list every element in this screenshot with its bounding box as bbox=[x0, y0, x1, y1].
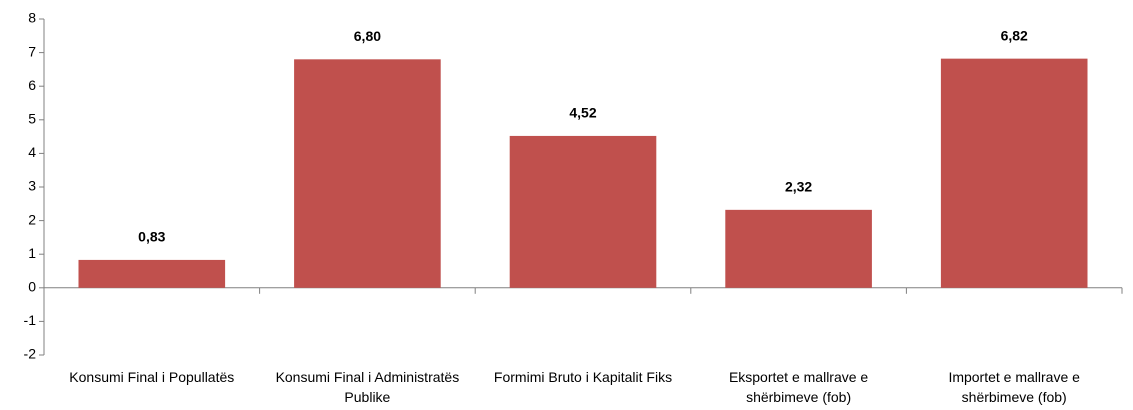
x-tick-label: Konsumi Final i Popullatës bbox=[69, 369, 235, 385]
bar bbox=[509, 135, 657, 288]
bar bbox=[78, 259, 226, 288]
x-tick-label: Formimi Bruto i Kapitalit Fiks bbox=[493, 369, 673, 385]
y-tick-label: 3 bbox=[28, 178, 36, 194]
value-label: 4,52 bbox=[569, 105, 596, 121]
y-tick-label: 5 bbox=[28, 111, 36, 127]
y-tick-label: -1 bbox=[24, 312, 37, 328]
y-tick-label: -2 bbox=[24, 346, 37, 362]
y-tick-label: 7 bbox=[28, 43, 36, 59]
value-label: 6,80 bbox=[354, 28, 381, 44]
value-label: 6,82 bbox=[1001, 27, 1028, 43]
x-tick-label: Eksportet e mallrave e shërbimeve (fob) bbox=[728, 369, 869, 405]
bar bbox=[725, 209, 872, 288]
bar bbox=[940, 58, 1088, 288]
y-tick-label: 8 bbox=[28, 10, 36, 26]
y-tick-label: 4 bbox=[28, 144, 36, 160]
y-tick-label: 0 bbox=[28, 279, 36, 295]
value-label: 0,83 bbox=[138, 229, 165, 245]
y-tick-label: 2 bbox=[28, 211, 36, 227]
x-tick-label: Importet e mallrave e shërbimeve (fob) bbox=[948, 369, 1080, 405]
x-tick-label: Konsumi Final i Administratës Publike bbox=[275, 369, 460, 405]
y-tick-label: 1 bbox=[28, 245, 36, 261]
y-tick-label: 6 bbox=[28, 77, 36, 93]
value-label: 2,32 bbox=[785, 179, 812, 195]
bar bbox=[294, 59, 441, 288]
